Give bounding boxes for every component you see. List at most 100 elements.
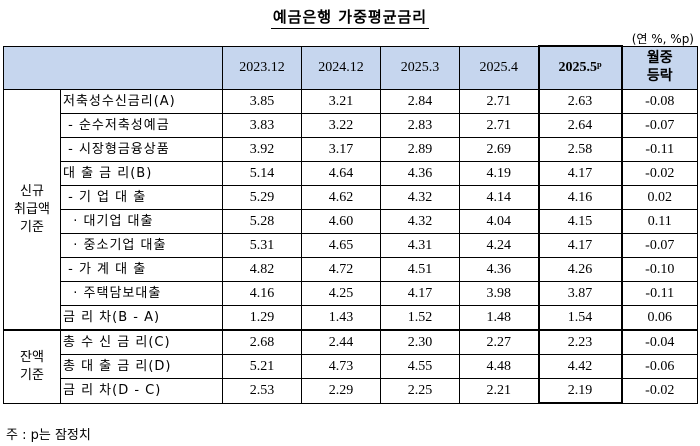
row-label: - 기 업 대 출 xyxy=(60,185,223,210)
cell-change: -0.07 xyxy=(621,113,698,138)
table-row: · 중소기업 대출 5.31 4.65 4.31 4.24 4.17 -0.07 xyxy=(4,233,698,258)
cell-value: 3.85 xyxy=(222,89,302,114)
cell-value: 2.89 xyxy=(380,137,460,162)
cell-change: -0.02 xyxy=(621,161,698,186)
cell-current: 3.87 xyxy=(537,281,623,306)
cell-value: 5.21 xyxy=(222,354,302,379)
cell-current: 2.63 xyxy=(537,89,623,114)
header-blank xyxy=(3,45,223,90)
row-label: 총 수 신 금 리(C) xyxy=(60,329,223,355)
cell-current: 2.23 xyxy=(537,329,623,355)
header-row: 2023.12 2024.12 2025.3 2025.4 2025.5ᵖ 월중… xyxy=(3,45,698,90)
footnote: 주 : p는 잠정치 xyxy=(6,428,91,443)
cell-value: 2.25 xyxy=(380,378,460,404)
row-label: · 주택담보대출 xyxy=(60,281,223,306)
table-row: 금 리 차(B - A) 1.29 1.43 1.52 1.48 1.54 0.06 xyxy=(4,305,698,331)
cell-value: 4.62 xyxy=(301,185,381,210)
cell-change: -0.07 xyxy=(621,233,698,258)
cell-value: 4.31 xyxy=(380,233,460,258)
cell-change: -0.04 xyxy=(621,329,698,355)
cell-value: 4.32 xyxy=(380,209,460,234)
row-label: - 시장형금융상품 xyxy=(60,137,223,162)
cell-value: 4.65 xyxy=(301,233,381,258)
row-label: - 가 계 대 출 xyxy=(60,257,223,282)
cell-value: 2.68 xyxy=(222,329,302,355)
cell-value: 4.32 xyxy=(380,185,460,210)
table-row: · 대기업 대출 5.28 4.60 4.32 4.04 4.15 0.11 xyxy=(4,209,698,234)
cell-value: 4.55 xyxy=(380,354,460,379)
title-text: 예금은행 가중평균금리 xyxy=(270,8,430,29)
page-title: 예금은행 가중평균금리 xyxy=(0,6,700,29)
table-row: - 시장형금융상품 3.92 3.17 2.89 2.69 2.58 -0.11 xyxy=(4,137,698,162)
cell-value: 4.64 xyxy=(301,161,381,186)
cell-value: 4.51 xyxy=(380,257,460,282)
table-row: 대 출 금 리(B) 5.14 4.64 4.36 4.19 4.17 -0.02 xyxy=(4,161,698,186)
cell-value: 2.27 xyxy=(459,329,539,355)
table-row: 총 대 출 금 리(D) 5.21 4.73 4.55 4.48 4.42 -0.06 xyxy=(4,354,698,379)
cell-value: 4.82 xyxy=(222,257,302,282)
row-label: · 대기업 대출 xyxy=(60,209,223,234)
row-label: - 순수저축성예금 xyxy=(60,113,223,138)
cell-value: 2.44 xyxy=(301,329,381,355)
cell-value: 2.83 xyxy=(380,113,460,138)
cell-value: 4.60 xyxy=(301,209,381,234)
cell-value: 2.69 xyxy=(459,137,539,162)
table-row: · 주택담보대출 4.16 4.25 4.17 3.98 3.87 -0.11 xyxy=(4,281,698,306)
cell-current: 4.17 xyxy=(537,161,623,186)
cell-value: 4.25 xyxy=(301,281,381,306)
row-label: 금 리 차(B - A) xyxy=(60,305,223,331)
cell-current: 4.26 xyxy=(537,257,623,282)
table-row: - 기 업 대 출 5.29 4.62 4.32 4.14 4.16 0.02 xyxy=(4,185,698,210)
cell-value: 2.53 xyxy=(222,378,302,404)
cell-change: -0.02 xyxy=(621,378,698,404)
cell-value: 4.04 xyxy=(459,209,539,234)
cell-change: -0.10 xyxy=(621,257,698,282)
row-label: 총 대 출 금 리(D) xyxy=(60,354,223,379)
header-col: 2024.12 xyxy=(301,45,381,90)
cell-change: -0.08 xyxy=(621,89,698,114)
cell-value: 3.21 xyxy=(301,89,381,114)
table-row: - 가 계 대 출 4.82 4.72 4.51 4.36 4.26 -0.10 xyxy=(4,257,698,282)
cell-value: 4.16 xyxy=(222,281,302,306)
row-label: 저축성수신금리(A) xyxy=(60,89,223,114)
cell-value: 4.36 xyxy=(380,161,460,186)
group-balance-label: 잔액 기준 xyxy=(3,329,61,404)
cell-value: 3.22 xyxy=(301,113,381,138)
header-col: 2023.12 xyxy=(222,45,302,90)
cell-value: 2.71 xyxy=(459,113,539,138)
cell-change: -0.06 xyxy=(621,354,698,379)
cell-value: 2.29 xyxy=(301,378,381,404)
cell-value: 2.30 xyxy=(380,329,460,355)
table-row: 신규 취급액 기준 저축성수신금리(A) 3.85 3.21 2.84 2.71 2.63-… xyxy=(3,89,698,331)
table-row: 잔액 기준 총 수 신 금 리(C) 2.68 2.44 2.30 2.27 2.23 -0.… xyxy=(3,329,698,404)
header-col: 2025.4 xyxy=(459,45,539,90)
cell-change: 0.02 xyxy=(621,185,698,210)
cell-value: 4.19 xyxy=(459,161,539,186)
cell-current: 4.42 xyxy=(537,354,623,379)
cell-value: 3.98 xyxy=(459,281,539,306)
header-col: 2025.3 xyxy=(380,45,460,90)
cell-current: 2.64 xyxy=(537,113,623,138)
cell-value: 4.14 xyxy=(459,185,539,210)
unit-label: (연 %, %p) xyxy=(631,32,694,46)
cell-current: 4.15 xyxy=(537,209,623,234)
row-label: · 중소기업 대출 xyxy=(60,233,223,258)
cell-value: 1.52 xyxy=(380,305,460,331)
row-label: 대 출 금 리(B) xyxy=(60,161,223,186)
cell-value: 4.24 xyxy=(459,233,539,258)
cell-value: 2.84 xyxy=(380,89,460,114)
cell-change: -0.11 xyxy=(621,137,698,162)
cell-value: 3.92 xyxy=(222,137,302,162)
cell-value: 5.28 xyxy=(222,209,302,234)
cell-change: 0.06 xyxy=(621,305,698,331)
cell-value: 4.72 xyxy=(301,257,381,282)
interest-rate-table: 2023.12 2024.12 2025.3 2025.4 2025.5ᵖ 월중… xyxy=(3,45,698,404)
cell-value: 5.29 xyxy=(222,185,302,210)
cell-value: 1.29 xyxy=(222,305,302,331)
header-col-current: 2025.5ᵖ xyxy=(537,45,623,90)
cell-value: 3.17 xyxy=(301,137,381,162)
cell-value: 2.71 xyxy=(459,89,539,114)
row-label: 금 리 차(D - C) xyxy=(60,378,223,404)
group-new-label: 신규 취급액 기준 xyxy=(3,89,61,331)
cell-value: 4.17 xyxy=(380,281,460,306)
